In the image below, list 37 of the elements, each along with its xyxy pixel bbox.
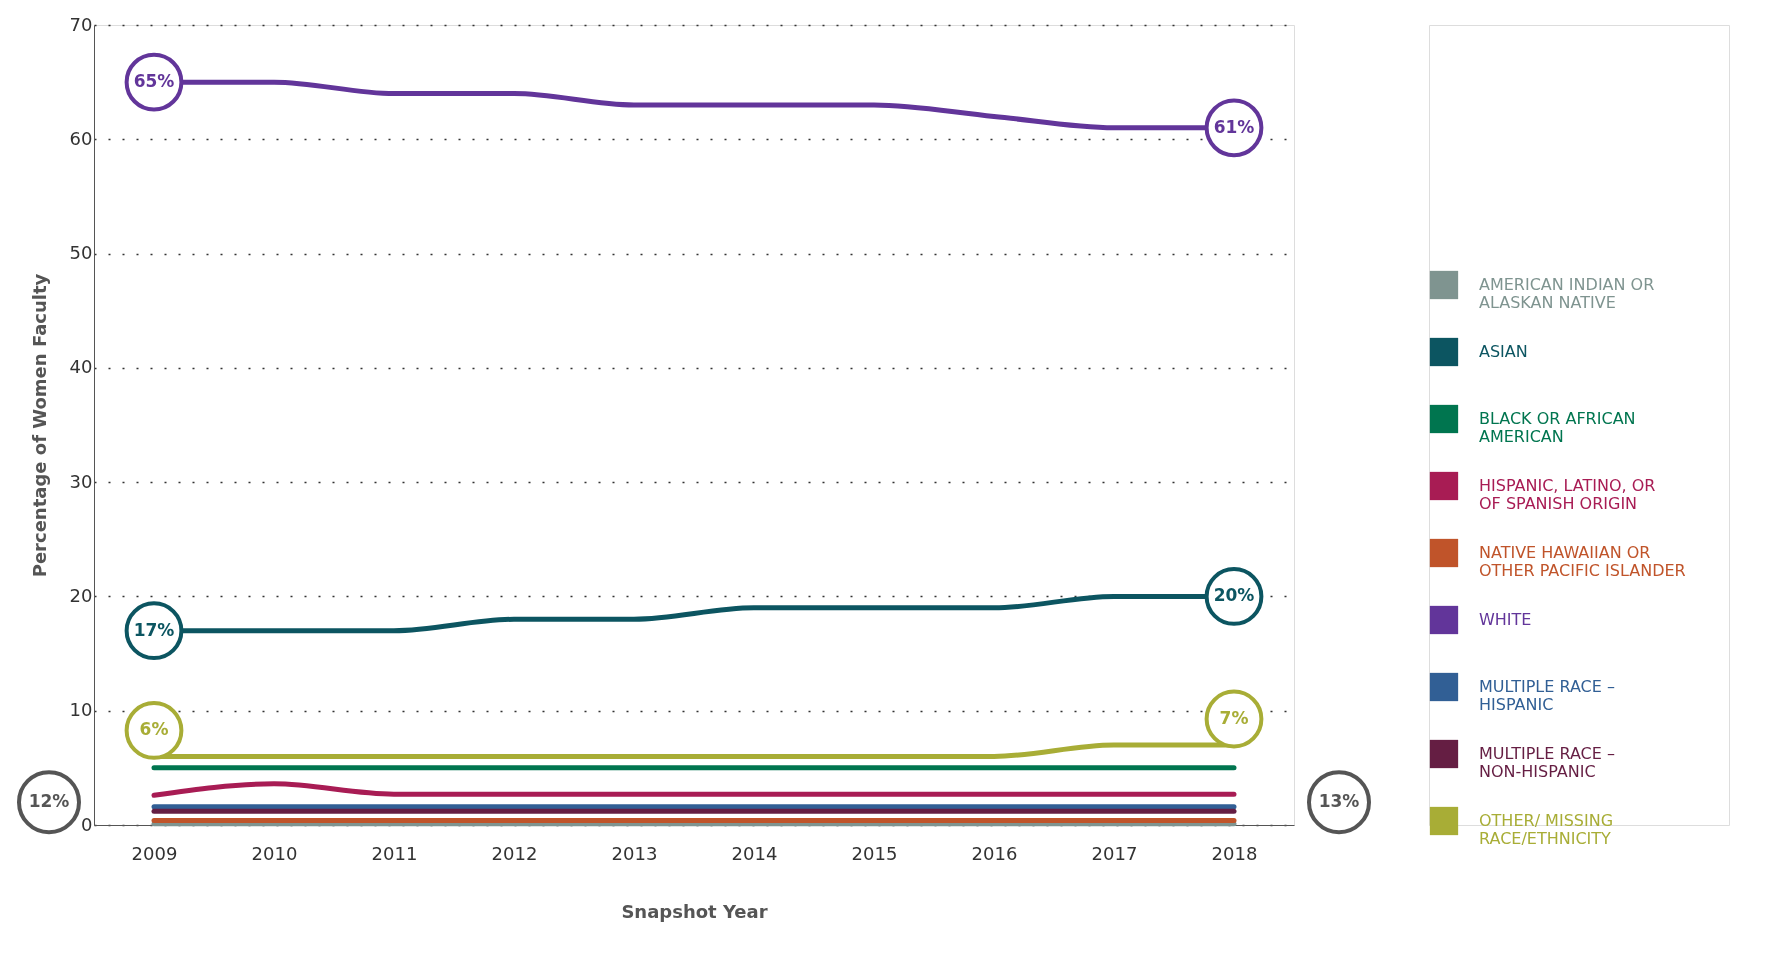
y-tick-label: 0: [81, 813, 93, 835]
text: 12%: [28, 791, 70, 812]
y-tick-label: 40: [69, 356, 93, 378]
legend-label: HISPANIC, LATINO, OR OF SPANISH ORIGIN: [1479, 476, 1656, 513]
text: 13%: [1318, 791, 1360, 812]
data-label: 65%: [133, 71, 175, 92]
x-tick-label: 2013: [611, 842, 658, 864]
y-tick-label: 20: [69, 584, 93, 606]
data-label: 17%: [133, 619, 175, 640]
legend-label: OTHER/ MISSING RACE/ETHNICITY: [1479, 811, 1614, 848]
y-tick-label: 10: [69, 699, 93, 721]
data-label: 20%: [1213, 585, 1255, 606]
legend-label: WHITE: [1479, 610, 1532, 629]
x-axis-title: Snapshot Year: [621, 900, 768, 922]
x-tick-label: 2010: [251, 842, 298, 864]
x-tick-label: 2017: [1091, 842, 1138, 864]
x-tick-label: 2016: [971, 842, 1018, 864]
data-label: 7%: [1219, 708, 1249, 728]
legend-label: NATIVE HAWAIIAN OR OTHER PACIFIC ISLANDER: [1479, 543, 1686, 580]
legend-label: BLACK OR AFRICAN AMERICAN: [1479, 409, 1636, 446]
legend-label: MULTIPLE RACE – NON-HISPANIC: [1479, 744, 1615, 781]
x-tick-label: 2018: [1211, 842, 1258, 864]
y-tick-label: 60: [69, 127, 93, 149]
legend-label: AMERICAN INDIAN OR ALASKAN NATIVE: [1479, 275, 1655, 312]
data-label: 6%: [139, 719, 169, 740]
x-tick-label: 2009: [131, 842, 178, 864]
y-axis-title: Percentage of Women Faculty: [28, 273, 50, 578]
legend-label: ASIAN: [1479, 342, 1528, 361]
legend-label: MULTIPLE RACE – HISPANIC: [1479, 677, 1615, 714]
x-tick-label: 2014: [731, 842, 778, 864]
y-tick-label: 70: [69, 13, 93, 35]
y-tick-label: 30: [69, 470, 93, 492]
y-tick-label: 50: [69, 242, 93, 264]
x-tick-label: 2012: [491, 842, 538, 864]
x-tick-label: 2015: [851, 842, 898, 864]
x-tick-label: 2011: [371, 842, 418, 864]
data-label: 61%: [1213, 116, 1255, 137]
